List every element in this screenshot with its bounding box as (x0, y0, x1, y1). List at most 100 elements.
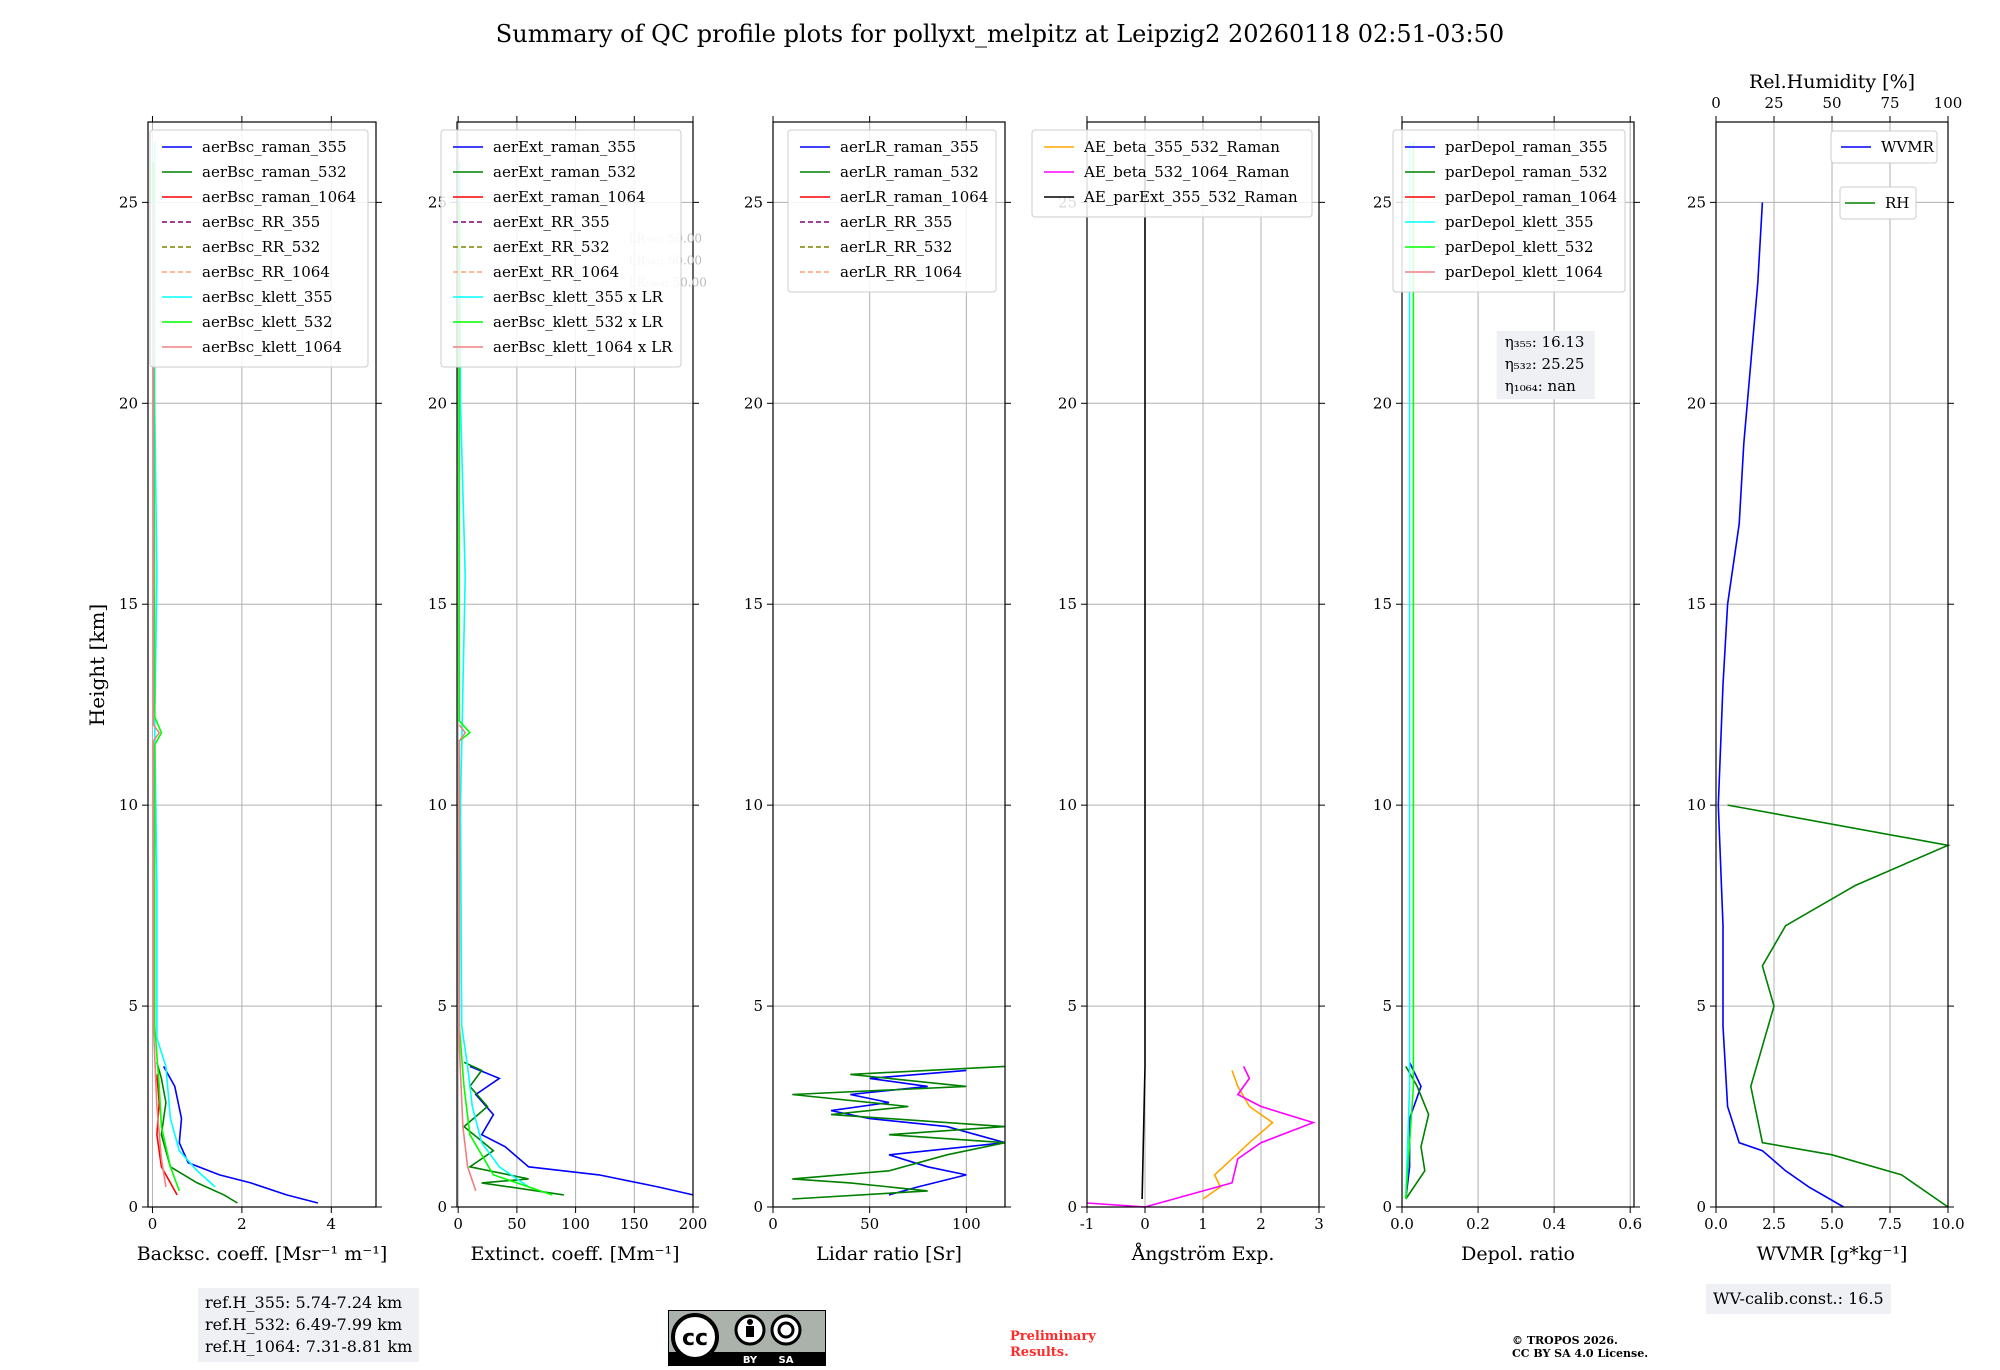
backscatter-series-line (152, 162, 181, 1192)
wvmr-x-tick-label: 2.5 (1762, 1215, 1786, 1233)
preliminary-line-1: Preliminary (1010, 1329, 1096, 1344)
extinction-legend-label: aerExt_RR_355 (493, 213, 610, 231)
share-alike-icon (777, 1321, 795, 1339)
depol-legend-label: parDepol_raman_355 (1445, 138, 1608, 156)
lidar_ratio-x-tick-label: 50 (860, 1215, 879, 1233)
backscatter-series-line (152, 202, 167, 1188)
depol-y-tick-label: 20 (1373, 394, 1392, 412)
wvmr-x-tick-label: 7.5 (1878, 1215, 1902, 1233)
wvmr-top-tick-label: 50 (1822, 94, 1841, 112)
extinction-y-tick-label: 15 (428, 595, 447, 613)
wvmr-y-tick-label: 10 (1687, 796, 1706, 814)
depol-series-line (1405, 1066, 1430, 1200)
extinction-y-tick-label: 0 (437, 1198, 447, 1216)
wvmr-x-axis-label: WVMR [g*kg⁻¹] (1757, 1243, 1908, 1265)
extinction-x-tick-label: 100 (561, 1215, 590, 1233)
lidar_ratio-legend-label: aerLR_RR_1064 (840, 263, 962, 281)
lidar_ratio-x-tick-label: 0 (768, 1215, 778, 1233)
angstrom-x-tick-label: 0 (1140, 1215, 1150, 1233)
lidar_ratio-legend-label: aerLR_raman_355 (840, 138, 979, 156)
preliminary-line-2: Results. (1010, 1345, 1069, 1360)
backscatter-series-line (156, 1074, 178, 1196)
extinction-legend-box (440, 129, 682, 368)
extinction-y-tick-label: 5 (437, 997, 447, 1015)
depol-series-line (1405, 142, 1415, 1200)
extinction-x-tick-label: 50 (507, 1215, 526, 1233)
backscatter-series-line (162, 1066, 319, 1204)
backscatter-legend-label: aerBsc_raman_1064 (202, 188, 356, 206)
backscatter-x-axis-label: Backsc. coeff. [Msr⁻¹ m⁻¹] (137, 1243, 388, 1265)
depol-x-tick-label: 0.0 (1390, 1215, 1414, 1233)
extinction-y-tick-label: 10 (428, 796, 447, 814)
ref-h-1064: ref.H_1064: 7.31-8.81 km (205, 1337, 413, 1356)
angstrom-x-tick-label: 2 (1256, 1215, 1266, 1233)
angstrom-series-line (1141, 142, 1146, 1200)
backscatter-legend-label: aerBsc_klett_532 (202, 313, 333, 331)
depol-overlay-text: η₅₃₂: 25.25 (1505, 355, 1585, 373)
lidar_ratio-y-tick-label: 20 (744, 394, 763, 412)
rh-legend-label: RH (1885, 194, 1909, 212)
extinction-series-line (462, 1061, 564, 1196)
backscatter-y-tick-label: 5 (128, 997, 138, 1015)
backscatter-x-tick-label: 2 (237, 1215, 247, 1233)
sa-label: SA (779, 1355, 794, 1366)
extinction-x-tick-label: 0 (453, 1215, 463, 1233)
angstrom-y-tick-label: 20 (1058, 394, 1077, 412)
wvmr-top-tick-label: 0 (1711, 94, 1721, 112)
wvmr-y-tick-label: 20 (1687, 394, 1706, 412)
angstrom-x-axis-label: Ångström Exp. (1131, 1243, 1275, 1265)
extinction-series-line (458, 162, 530, 1188)
angstrom-x-tick-label: 1 (1198, 1215, 1208, 1233)
depol-legend-label: parDepol_klett_532 (1445, 238, 1594, 256)
backscatter-legend-label: aerBsc_klett_355 (202, 288, 333, 306)
lidar_ratio-y-tick-label: 15 (744, 595, 763, 613)
lidar_ratio-legend-box (787, 129, 997, 293)
lidar_ratio-legend-label: aerLR_raman_1064 (840, 188, 988, 206)
depol-legend-label: parDepol_raman_532 (1445, 163, 1608, 181)
angstrom-x-tick-label: 3 (1314, 1215, 1324, 1233)
backscatter-y-tick-label: 0 (128, 1198, 138, 1216)
extinction-series-line (458, 724, 477, 1192)
extinction-legend-label: aerBsc_klett_355 x LR (493, 288, 664, 306)
lidar_ratio-series-line (830, 1069, 1006, 1196)
backscatter-y-tick-label: 25 (119, 193, 138, 211)
lidar_ratio-y-tick-label: 10 (744, 796, 763, 814)
backscatter-legend-label: aerBsc_raman_532 (202, 163, 347, 181)
height-axis-label: Height [km] (85, 604, 109, 726)
by-label: BY (743, 1355, 758, 1366)
cc-icon: cc (682, 1326, 708, 1351)
depol-y-tick-label: 10 (1373, 796, 1392, 814)
depol-overlay-text: η₃₅₅: 16.13 (1505, 333, 1585, 351)
depol-x-tick-label: 0.4 (1542, 1215, 1566, 1233)
extinction-legend-label: aerBsc_klett_1064 x LR (493, 338, 673, 356)
extinction-legend-label: aerExt_RR_532 (493, 238, 610, 256)
extinction-x-tick-label: 200 (679, 1215, 708, 1233)
extinction-legend-label: aerExt_raman_355 (493, 138, 636, 156)
angstrom-legend-label: AE_beta_532_1064_Raman (1083, 163, 1290, 181)
preliminary-notice: Preliminary Results. (1010, 1329, 1096, 1361)
lidar_ratio-series-line (792, 1065, 1006, 1200)
extinction-axes-frame (456, 121, 694, 1208)
wvmr-top-axis-label: Rel.Humidity [%] (1749, 71, 1915, 93)
backscatter-series-line (156, 1062, 238, 1204)
copyright-notice: © TROPOS 2026. CC BY SA 4.0 License. (1512, 1334, 1648, 1360)
angstrom-x-tick-label: -1 (1080, 1215, 1095, 1233)
angstrom-y-tick-label: 5 (1067, 997, 1077, 1015)
ref-h-532: ref.H_532: 6.49-7.99 km (205, 1315, 403, 1334)
backscatter-y-tick-label: 10 (119, 796, 138, 814)
lidar_ratio-y-tick-label: 25 (744, 193, 763, 211)
wvmr-x-tick-label: 0.0 (1704, 1215, 1728, 1233)
backscatter-y-tick-label: 20 (119, 394, 138, 412)
wv-calib-box: WV-calib.const.: 16.5 (1706, 1284, 1891, 1314)
backscatter-legend-label: aerBsc_RR_1064 (202, 263, 330, 281)
backscatter-series-line (153, 142, 216, 1188)
person-icon (747, 1319, 753, 1325)
backscatter-y-tick-label: 15 (119, 595, 138, 613)
depol-series-line (1405, 142, 1411, 1200)
extinction-series-line (469, 1065, 694, 1196)
extinction-legend-label: aerExt_raman_1064 (493, 188, 646, 206)
depol-x-tick-label: 0.2 (1466, 1215, 1490, 1233)
lidar_ratio-x-tick-label: 100 (952, 1215, 981, 1233)
backscatter-x-tick-label: 0 (148, 1215, 158, 1233)
